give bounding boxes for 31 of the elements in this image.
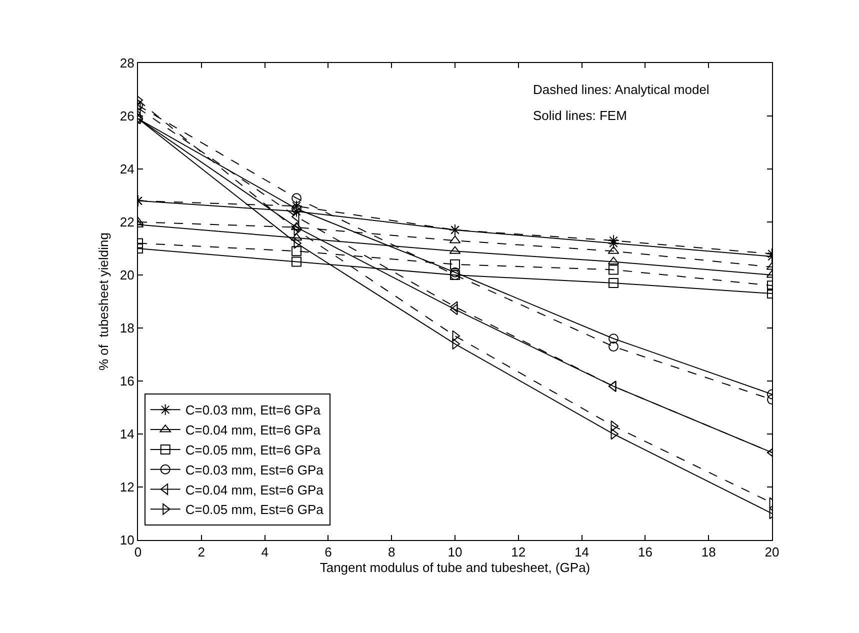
y-tick-label: 22 <box>120 214 134 230</box>
x-tick-label: 18 <box>701 544 716 560</box>
annotation: Solid lines: FEM <box>533 108 627 123</box>
legend-label: C=0.05 mm, Est=6 GPa <box>185 502 324 518</box>
legend-label: C=0.04 mm, Est=6 GPa <box>185 482 324 498</box>
legend-label: C=0.05 mm, Ett=6 GPa <box>185 442 322 458</box>
x-tick-label: 0 <box>134 544 142 560</box>
y-tick-label: 24 <box>120 162 134 177</box>
y-tick-label: 26 <box>120 108 134 124</box>
y-tick-label: 14 <box>120 426 134 442</box>
x-tick-label: 12 <box>511 544 526 560</box>
x-tick-label: 2 <box>198 544 206 560</box>
legend-label: C=0.03 mm, Ett=6 GPa <box>185 402 322 418</box>
x-tick-label: 14 <box>574 544 590 560</box>
y-tick-label: 20 <box>120 268 134 283</box>
x-tick-label: 10 <box>448 544 462 560</box>
legend-label: C=0.04 mm, Ett=6 GPa <box>185 422 322 438</box>
y-tick-label: 28 <box>120 56 134 71</box>
x-tick-label: 8 <box>388 544 396 560</box>
x-axis-title: Tangent modulus of tube and tubesheet, (GPa) <box>320 560 590 576</box>
x-tick-label: 20 <box>764 544 780 560</box>
y-tick-label: 10 <box>120 532 134 548</box>
y-tick-label: 16 <box>120 374 134 389</box>
x-tick-label: 6 <box>324 544 332 560</box>
x-tick-label: 4 <box>261 544 268 560</box>
x-tick-label: 16 <box>638 544 652 560</box>
y-axis-title: % of tubesheet yielding <box>96 232 111 371</box>
legend-label: C=0.03 mm, Est=6 GPa <box>185 462 324 478</box>
y-tick-label: 18 <box>120 320 134 336</box>
y-tick-label: 12 <box>120 480 134 495</box>
annotation: Dashed lines: Analytical model <box>533 82 710 97</box>
